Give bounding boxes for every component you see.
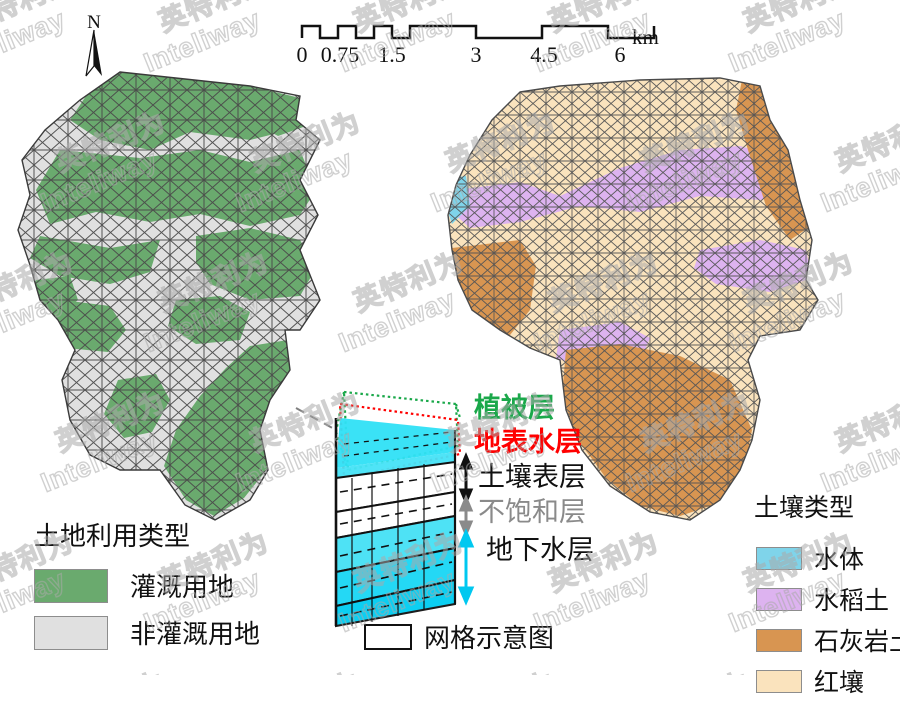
map-landuse (17, 71, 321, 521)
north-arrow: N (72, 12, 116, 84)
grid-schematic (334, 390, 475, 628)
legend-land-use-title: 土地利用类型 (34, 522, 191, 552)
legend-land-use: 土地利用类型 灌溉用地 非灌溉用地 (34, 516, 260, 661)
scale-bar-shape (300, 24, 656, 40)
schematic-label-groundwater: 地下水层 (486, 535, 594, 566)
north-arrow-label: N (87, 12, 101, 33)
scale-tick-1.5: 1.5 (378, 42, 406, 67)
legend-label-irrigated: 灌溉用地 (130, 573, 235, 603)
layer-arrows (457, 452, 475, 606)
legend-label-non-irrigated: 非灌溉用地 (130, 620, 261, 650)
scale-tick-3: 3 (470, 42, 482, 67)
legend-soil-type-title: 土壤类型 (754, 493, 855, 522)
legend-item-irrigated: 灌溉用地 (34, 567, 260, 604)
schematic-label-vegetation: 植被层 (474, 393, 555, 424)
legend-item-water: 水体 (756, 540, 900, 576)
scale-tick-0.75: 0.75 (320, 42, 360, 67)
legend-item-limestone-soil: 石灰岩土 (756, 622, 900, 658)
legend-swatch-irrigated (34, 568, 108, 603)
legend-label-water: 水体 (814, 545, 865, 574)
legend-swatch-red-soil (756, 669, 802, 693)
legend-swatch-paddy-soil (756, 587, 802, 611)
legend-item-non-irrigated: 非灌溉用地 (34, 614, 260, 651)
legend-swatch-limestone-soil (756, 628, 802, 652)
legend-item-red-soil: 红壤 (756, 663, 900, 699)
leader-line (295, 407, 337, 431)
schematic-caption-text: 网格示意图 (424, 624, 555, 654)
scale-tick-0: 0 (296, 42, 308, 67)
schematic-label-surface-water: 地表水层 (474, 427, 582, 458)
legend-swatch-water (756, 546, 802, 570)
legend-label-limestone-soil: 石灰岩土 (814, 627, 900, 656)
grid-cell-swatch (364, 623, 412, 650)
schematic-label-unsaturated: 不饱和层 (478, 497, 586, 528)
legend-soil-type: 土壤类型 水体 水稻土 石灰岩土 红壤 (754, 488, 900, 704)
schematic-label-topsoil: 土壤表层 (478, 462, 586, 493)
schematic-caption: 网格示意图 (364, 618, 554, 655)
maps-svg (17, 24, 819, 628)
legend-label-red-soil: 红壤 (814, 668, 865, 697)
legend-swatch-non-irrigated (34, 615, 108, 650)
scale-bar-unit: km (632, 25, 659, 49)
north-arrow-shape (85, 29, 102, 77)
scale-tick-4.5: 4.5 (530, 42, 558, 67)
scale-bar: km 0 0.75 1.5 3 4.5 6 (296, 16, 668, 70)
legend-label-paddy-soil: 水稻土 (814, 586, 890, 615)
legend-item-paddy-soil: 水稻土 (756, 581, 900, 617)
scale-tick-6: 6 (614, 42, 626, 67)
